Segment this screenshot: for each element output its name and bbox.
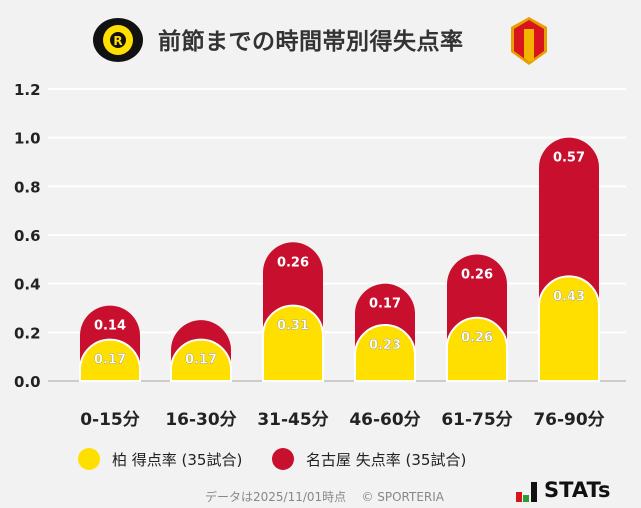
bar-chart: 0.0 0.2 0.4 0.6 0.8 1.0 1.2 0.14 0.17 0-15分 0.17 16… [14,81,626,430]
legend-label: 名古屋 失点率 (35試合) [306,450,467,469]
data-date: データは2025/11/01時点 [205,490,347,504]
data-label-scored: 0.31 [277,319,309,334]
bar-kashiwa-scored [354,324,416,382]
x-tick-label: 0-15分 [80,410,140,430]
bar-kashiwa-scored [538,275,600,382]
x-tick-label: 16-30分 [165,410,236,430]
y-tick-label: 0.8 [14,178,41,196]
bar-kashiwa-scored [446,316,508,382]
legend-swatch [78,448,100,470]
data-label-conceded: 0.57 [553,151,585,166]
y-tick-label: 0.2 [14,324,41,342]
data-label-scored: 0.17 [94,353,126,368]
y-tick-label: 0.6 [14,227,41,245]
bar-kashiwa-scored [170,338,232,382]
x-tick-label: 76-90分 [533,410,604,430]
bar-kashiwa-scored [262,304,324,382]
data-label-conceded: 0.14 [94,319,126,334]
y-tick-label: 0.4 [14,276,41,294]
copyright: © SPORTERIA [361,490,445,504]
x-tick-label: 61-75分 [441,410,512,430]
data-label-conceded: 0.26 [461,267,493,282]
legend-label: 柏 得点率 (35試合) [112,450,243,469]
legend-item-kashiwa: 柏 得点率 (35試合) [78,448,242,470]
legend-swatch [272,448,294,470]
stats-label: STATs [544,478,611,502]
chart-title: 前節までの時間帯別得失点率 [158,29,464,55]
nagoya-grampus-logo [511,17,547,65]
kashiwa-reysol-logo: R [93,18,143,62]
y-tick-label: 0.0 [14,373,41,391]
x-tick-label: 31-45分 [257,410,328,430]
x-tick-label: 46-60分 [349,410,420,430]
data-label-conceded: 0.26 [277,255,309,270]
stats-bars-icon [516,482,537,502]
data-label-scored: 0.23 [369,338,401,353]
data-label-scored: 0.43 [553,289,585,304]
bar-kashiwa-scored [79,338,141,382]
data-label-scored: 0.17 [185,353,217,368]
legend-item-nagoya: 名古屋 失点率 (35試合) [272,448,466,470]
data-label-conceded: 0.17 [369,297,401,312]
y-tick-label: 1.0 [14,130,41,148]
stats-brand: STATs [516,478,610,502]
footer-note: データは2025/11/01時点 © SPORTERIA [205,488,444,505]
y-tick-label: 1.2 [14,81,41,99]
data-label-scored: 0.26 [461,331,493,346]
svg-text:R: R [113,34,122,48]
